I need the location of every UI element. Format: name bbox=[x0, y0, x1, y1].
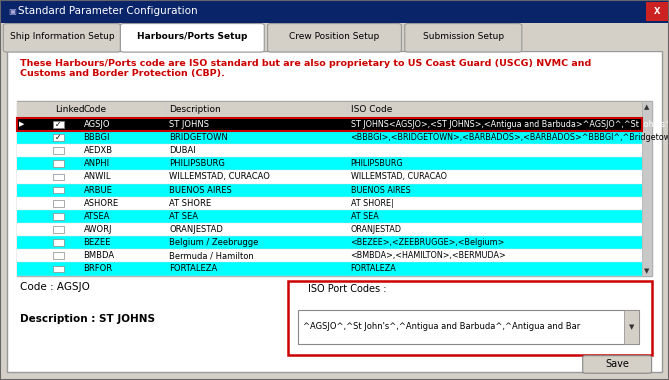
Text: ▼: ▼ bbox=[644, 268, 650, 274]
Bar bbox=[17, 210, 642, 223]
Text: ▼: ▼ bbox=[629, 324, 634, 330]
Text: AWORJ: AWORJ bbox=[84, 225, 112, 234]
Bar bbox=[53, 134, 64, 141]
Text: Description : ST JOHNS: Description : ST JOHNS bbox=[20, 314, 155, 323]
Text: ✓: ✓ bbox=[55, 133, 62, 142]
Bar bbox=[7, 51, 662, 372]
Text: ▲: ▲ bbox=[644, 105, 650, 111]
Text: X: X bbox=[654, 7, 660, 16]
Text: <BEZEE>,<ZEEBRUGGE>,<Belgium>: <BEZEE>,<ZEEBRUGGE>,<Belgium> bbox=[351, 238, 505, 247]
Text: Belgium / Zeebrugge: Belgium / Zeebrugge bbox=[169, 238, 259, 247]
Text: Harbours/Ports Setup: Harbours/Ports Setup bbox=[137, 32, 248, 41]
Text: ▶: ▶ bbox=[19, 121, 25, 127]
Text: Code: Code bbox=[84, 105, 107, 114]
Text: ORANJESTAD: ORANJESTAD bbox=[351, 225, 401, 234]
Text: <BMBDA>,<HAMILTON>,<BERMUDA>: <BMBDA>,<HAMILTON>,<BERMUDA> bbox=[351, 251, 506, 260]
Text: <BBBGI>,<BRIDGETOWN>,<BARBADOS>,<BARBADOS>^BBBGI^,^Bridgetown^,^Barba: <BBBGI>,<BRIDGETOWN>,<BARBADOS>,<BARBADO… bbox=[351, 133, 669, 142]
Text: BBBGI: BBBGI bbox=[84, 133, 110, 142]
Bar bbox=[17, 262, 642, 276]
Bar bbox=[17, 249, 642, 262]
Text: AT SHORE|: AT SHORE| bbox=[351, 199, 393, 208]
Text: WILLEMSTAD, CURACAO: WILLEMSTAD, CURACAO bbox=[351, 173, 446, 181]
Text: BRIDGETOWN: BRIDGETOWN bbox=[169, 133, 228, 142]
Text: AT SEA: AT SEA bbox=[351, 212, 378, 221]
Bar bbox=[17, 101, 652, 118]
Text: BMBDA: BMBDA bbox=[84, 251, 115, 260]
Bar bbox=[298, 310, 639, 344]
Text: AEDXB: AEDXB bbox=[84, 146, 113, 155]
Text: Description: Description bbox=[169, 105, 221, 114]
Text: BUENOS AIRES: BUENOS AIRES bbox=[169, 185, 232, 195]
Bar bbox=[17, 236, 642, 249]
Text: ST JOHNS: ST JOHNS bbox=[169, 120, 209, 129]
Text: ASHORE: ASHORE bbox=[84, 199, 119, 208]
Bar bbox=[53, 213, 64, 220]
Text: PHILIPSBURG: PHILIPSBURG bbox=[169, 159, 225, 168]
Bar bbox=[53, 174, 64, 180]
Bar bbox=[53, 187, 64, 193]
Text: AT SEA: AT SEA bbox=[169, 212, 199, 221]
Text: ^AGSJO^,^St John's^,^Antigua and Barbuda^,^Antigua and Bar: ^AGSJO^,^St John's^,^Antigua and Barbuda… bbox=[303, 322, 580, 331]
Text: PHILIPSBURG: PHILIPSBURG bbox=[351, 159, 403, 168]
Bar bbox=[17, 144, 642, 157]
Text: BRFOR: BRFOR bbox=[84, 264, 113, 274]
FancyBboxPatch shape bbox=[583, 356, 652, 373]
Text: DUBAI: DUBAI bbox=[169, 146, 196, 155]
Bar bbox=[17, 157, 642, 170]
Bar bbox=[17, 101, 652, 276]
Bar bbox=[17, 223, 642, 236]
Text: ST JOHNS<AGSJO>,<ST JOHNS>,<Antigua and Barbuda>^AGSJO^,^St John's^,^Antigu: ST JOHNS<AGSJO>,<ST JOHNS>,<Antigua and … bbox=[351, 120, 669, 129]
Bar bbox=[646, 2, 668, 21]
Text: ✓: ✓ bbox=[55, 120, 62, 129]
Bar bbox=[53, 266, 64, 272]
Bar bbox=[53, 200, 64, 207]
Text: Code : AGSJO: Code : AGSJO bbox=[20, 282, 90, 292]
Bar bbox=[17, 170, 642, 184]
Text: Bermuda / Hamilton: Bermuda / Hamilton bbox=[169, 251, 254, 260]
Text: ORANJESTAD: ORANJESTAD bbox=[169, 225, 223, 234]
FancyBboxPatch shape bbox=[3, 24, 120, 52]
Bar bbox=[17, 131, 642, 144]
Text: BUENOS AIRES: BUENOS AIRES bbox=[351, 185, 410, 195]
Text: AGSJO: AGSJO bbox=[84, 120, 110, 129]
Bar bbox=[17, 184, 642, 197]
Bar bbox=[17, 197, 642, 210]
Text: ISO Code: ISO Code bbox=[351, 105, 392, 114]
Bar bbox=[0, 23, 669, 51]
FancyBboxPatch shape bbox=[120, 24, 264, 52]
Bar bbox=[17, 118, 642, 131]
Bar bbox=[53, 239, 64, 246]
Bar bbox=[0, 0, 669, 23]
Bar bbox=[53, 252, 64, 259]
FancyBboxPatch shape bbox=[268, 24, 401, 52]
Bar bbox=[17, 118, 642, 131]
Bar bbox=[53, 160, 64, 167]
Bar bbox=[288, 281, 652, 355]
Text: Save: Save bbox=[605, 359, 629, 369]
Text: Ship Information Setup: Ship Information Setup bbox=[9, 32, 114, 41]
Text: Submission Setup: Submission Setup bbox=[423, 32, 504, 41]
Text: BEZEE: BEZEE bbox=[84, 238, 111, 247]
Bar bbox=[53, 147, 64, 154]
Text: ISO Port Codes :: ISO Port Codes : bbox=[308, 284, 386, 294]
Text: AT SHORE: AT SHORE bbox=[169, 199, 211, 208]
Bar bbox=[53, 226, 64, 233]
Bar bbox=[53, 121, 64, 128]
Text: ANPHI: ANPHI bbox=[84, 159, 110, 168]
Text: Crew Position Setup: Crew Position Setup bbox=[290, 32, 379, 41]
Text: Linked: Linked bbox=[55, 105, 85, 114]
Text: ANWIL: ANWIL bbox=[84, 173, 111, 181]
Text: Standard Parameter Configuration: Standard Parameter Configuration bbox=[18, 6, 197, 16]
Text: WILLEMSTAD, CURACAO: WILLEMSTAD, CURACAO bbox=[169, 173, 270, 181]
Text: ARBUE: ARBUE bbox=[84, 185, 112, 195]
FancyBboxPatch shape bbox=[405, 24, 522, 52]
Text: FORTALEZA: FORTALEZA bbox=[351, 264, 396, 274]
Text: These Harbours/Ports code are ISO standard but are also proprietary to US Coast : These Harbours/Ports code are ISO standa… bbox=[20, 59, 591, 78]
Text: ATSEA: ATSEA bbox=[84, 212, 110, 221]
Bar bbox=[642, 101, 652, 276]
Text: ▣: ▣ bbox=[8, 7, 16, 16]
Text: FORTALEZA: FORTALEZA bbox=[169, 264, 217, 274]
Bar bbox=[624, 310, 639, 344]
